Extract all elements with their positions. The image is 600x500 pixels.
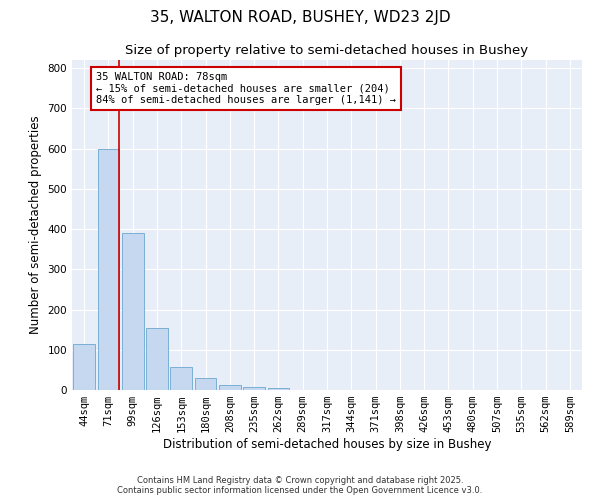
X-axis label: Distribution of semi-detached houses by size in Bushey: Distribution of semi-detached houses by … <box>163 438 491 451</box>
Bar <box>243 387 265 390</box>
Bar <box>122 233 143 390</box>
Title: Size of property relative to semi-detached houses in Bushey: Size of property relative to semi-detach… <box>125 44 529 58</box>
Bar <box>194 378 217 390</box>
Text: 35, WALTON ROAD, BUSHEY, WD23 2JD: 35, WALTON ROAD, BUSHEY, WD23 2JD <box>149 10 451 25</box>
Bar <box>268 388 289 390</box>
Bar <box>73 344 95 390</box>
Bar <box>146 328 168 390</box>
Bar <box>219 385 241 390</box>
Text: Contains HM Land Registry data © Crown copyright and database right 2025.
Contai: Contains HM Land Registry data © Crown c… <box>118 476 482 495</box>
Text: 35 WALTON ROAD: 78sqm
← 15% of semi-detached houses are smaller (204)
84% of sem: 35 WALTON ROAD: 78sqm ← 15% of semi-deta… <box>96 72 396 106</box>
Bar <box>97 148 119 390</box>
Y-axis label: Number of semi-detached properties: Number of semi-detached properties <box>29 116 42 334</box>
Bar <box>170 367 192 390</box>
